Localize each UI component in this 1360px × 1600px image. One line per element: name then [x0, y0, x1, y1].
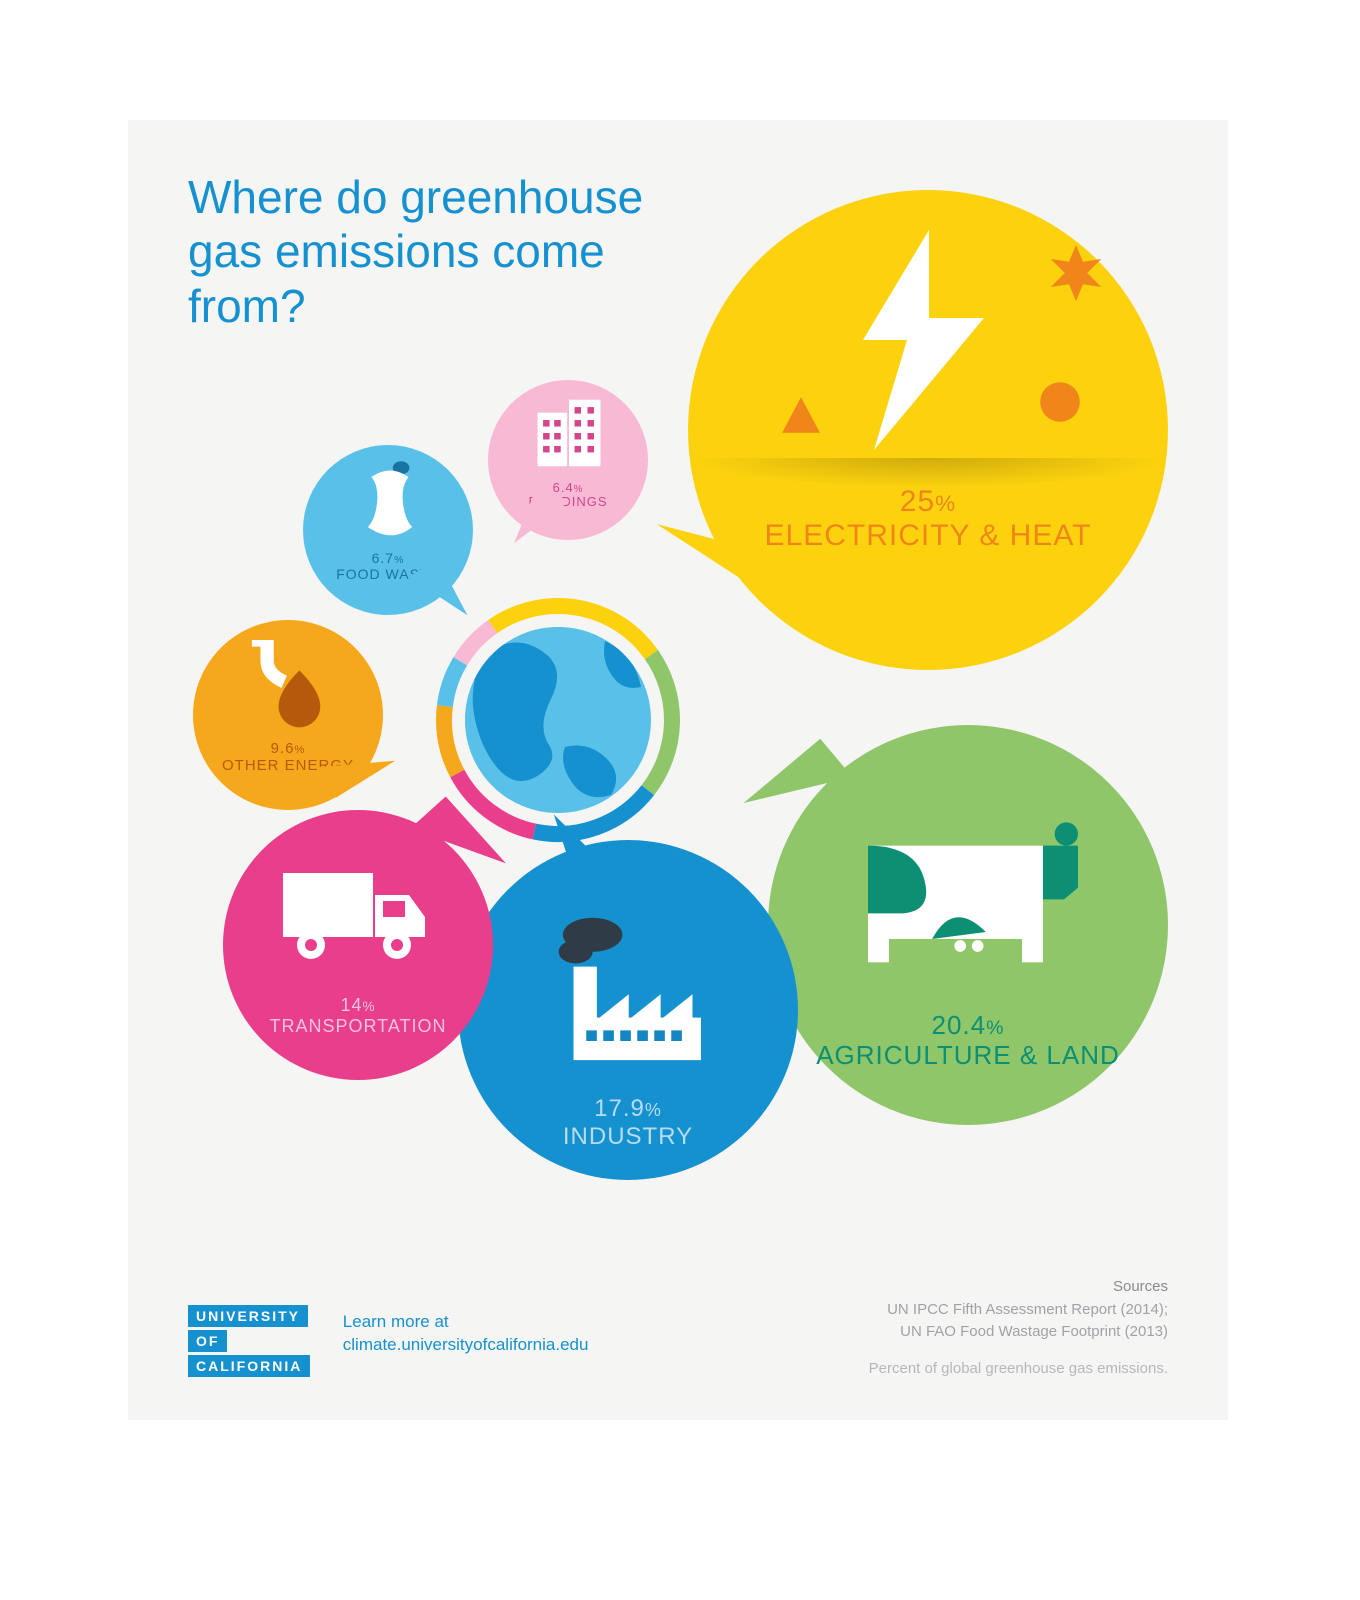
buildings-icon [532, 394, 606, 472]
pct-mark: % [294, 744, 305, 756]
triangle-icon [780, 395, 822, 437]
petal-buildings: 6.4% BUILDINGS [488, 380, 648, 540]
badge-line: CALIFORNIA [188, 1355, 310, 1377]
sources-line: UN FAO Food Wastage Footprint (2013) [869, 1321, 1168, 1344]
petal-food-waste-label: 6.7% FOOD WASTE [303, 550, 473, 582]
petal-agriculture: 20.4% AGRICULTURE & LAND [768, 725, 1168, 1125]
pct-mark: % [645, 1100, 662, 1120]
petal-electricity-label: 25% ELECTRICITY & HEAT [688, 485, 1168, 554]
petal-name: TRANSPORTATION [223, 1016, 493, 1037]
cow-icon [868, 815, 1078, 965]
petal-buildings-label: 6.4% BUILDINGS [488, 480, 648, 510]
globe-icon [465, 627, 651, 813]
petal-industry: 17.9% INDUSTRY [458, 840, 798, 1180]
center-globe [465, 627, 651, 813]
infographic-canvas: Where do greenhouse gas emissions come f… [128, 120, 1228, 1420]
pct-value: 17.9 [594, 1095, 645, 1122]
pct-value: 6.4 [553, 480, 574, 495]
pct-value: 6.7 [372, 550, 394, 566]
footer: UNIVERSITY OF CALIFORNIA Learn more at c… [188, 1305, 1168, 1380]
spark-icon [1048, 245, 1104, 301]
petal-food-waste: 6.7% FOOD WASTE [303, 445, 473, 615]
petal-transportation-label: 14% TRANSPORTATION [223, 995, 493, 1037]
petal-name: AGRICULTURE & LAND [768, 1041, 1168, 1071]
pct-value: 9.6 [271, 740, 295, 757]
petal-other-energy-label: 9.6% OTHER ENERGY [193, 740, 383, 774]
petal-electricity: 25% ELECTRICITY & HEAT [688, 190, 1168, 670]
learn-label: Learn more at [343, 1311, 589, 1334]
sources-heading: Sources [869, 1276, 1168, 1299]
shadow [688, 458, 1168, 488]
pct-mark: % [986, 1017, 1004, 1039]
ring-segment-buildings [460, 627, 492, 662]
ring-segment-food_waste [445, 661, 460, 706]
sources: Sources UN IPCC Fifth Assessment Report … [869, 1276, 1168, 1380]
petal-name: OTHER ENERGY [193, 757, 383, 774]
petal-industry-label: 17.9% INDUSTRY [458, 1095, 798, 1151]
pct-mark: % [363, 999, 376, 1014]
sources-note: Percent of global greenhouse gas emissio… [869, 1358, 1168, 1381]
page-title: Where do greenhouse gas emissions come f… [188, 170, 688, 333]
petal-agriculture-label: 20.4% AGRICULTURE & LAND [768, 1010, 1168, 1071]
petal-name: INDUSTRY [458, 1123, 798, 1151]
pct-mark: % [935, 491, 956, 516]
ring-segment-other_energy [444, 706, 457, 773]
oil-drop-icon [238, 640, 338, 735]
pct-value: 20.4 [932, 1010, 987, 1040]
factory-icon [548, 910, 718, 1070]
petal-name: FOOD WASTE [303, 566, 473, 582]
dot-icon [1038, 380, 1082, 424]
pct-mark: % [394, 554, 404, 566]
petal-transportation: 14% TRANSPORTATION [223, 810, 493, 1080]
badge-line: OF [188, 1330, 227, 1352]
learn-url: climate.universityofcalifornia.edu [343, 1334, 589, 1357]
ring-segment-agriculture [648, 655, 672, 791]
petal-name: ELECTRICITY & HEAT [688, 519, 1168, 554]
badge-line: UNIVERSITY [188, 1305, 308, 1327]
apple-core-icon [353, 460, 427, 544]
pct-value: 25 [900, 485, 935, 518]
lightning-bolt-icon [808, 230, 1028, 450]
sources-line: UN IPCC Fifth Assessment Report (2014); [869, 1299, 1168, 1322]
truck-icon [283, 860, 433, 970]
learn-more: Learn more at climate.universityofcalifo… [343, 1305, 589, 1357]
university-badge: UNIVERSITY OF CALIFORNIA [188, 1305, 310, 1380]
pct-value: 14 [340, 995, 362, 1015]
petal-name: BUILDINGS [488, 495, 648, 510]
petal-other-energy: 9.6% OTHER ENERGY [193, 620, 383, 810]
